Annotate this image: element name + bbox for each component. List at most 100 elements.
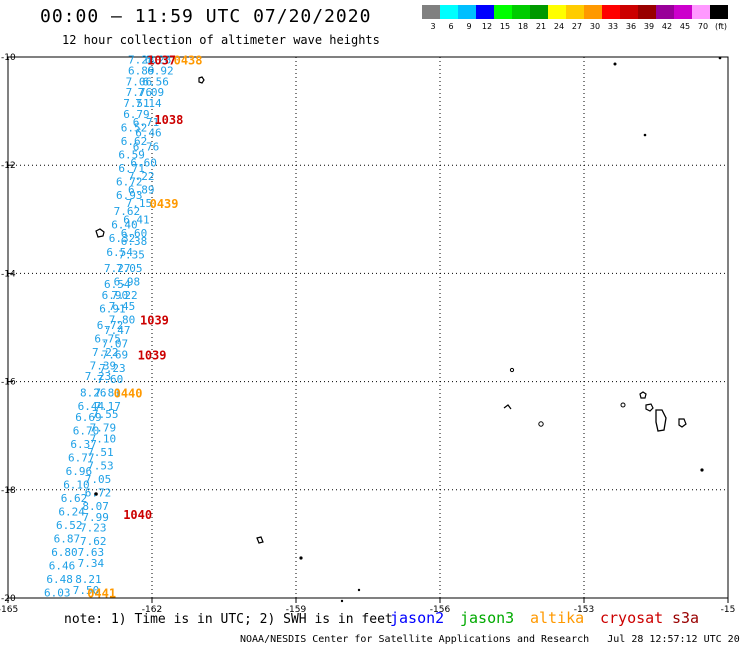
swh-value: 7.45	[109, 300, 136, 313]
swh-value: 6.59	[118, 148, 144, 161]
grid-lines	[8, 57, 728, 598]
colorbar-label: 45	[679, 22, 691, 31]
credit-text: NOAA/NESDIS Center for Satellite Applica…	[240, 634, 590, 645]
swh-value: 7.15	[126, 197, 153, 210]
swh-value: 6.44	[78, 400, 105, 413]
colorbar-label: 33	[607, 22, 619, 31]
colorbar-label: 12	[481, 22, 493, 31]
satellite-label-cryosat: cryosat	[600, 609, 664, 627]
swh-value: 7.23	[99, 362, 126, 375]
swh-value: 7.17	[94, 400, 121, 413]
swh-value: 6.03	[44, 587, 71, 600]
swh-value: 7.06	[126, 75, 153, 88]
chart-subtitle: 12 hour collection of altimeter wave hei…	[62, 33, 380, 47]
x-tick-label: -156	[430, 605, 451, 615]
colorbar-label: 27	[571, 22, 583, 31]
island	[645, 403, 654, 412]
colorbar-swatch	[710, 5, 728, 19]
x-tick-label: -159	[286, 605, 307, 615]
island	[613, 62, 617, 66]
y-tick-label: -14	[1, 269, 16, 279]
island	[340, 599, 344, 603]
swh-value: 6.75	[94, 332, 121, 345]
swh-value: 7.35	[118, 248, 144, 261]
colorbar-label: 24	[553, 22, 565, 31]
swh-value: 6.79	[123, 108, 150, 121]
colorbar-label: 36	[625, 22, 637, 31]
island	[639, 391, 647, 399]
plot-frame	[7, 56, 729, 599]
island	[678, 418, 687, 428]
swh-value: 7.14	[135, 97, 162, 110]
swh-value: 6.71	[133, 116, 160, 129]
pass-time-label: 1040	[123, 508, 152, 522]
satellite-label-s3a: s3a	[672, 609, 700, 627]
swh-value: 6.46	[49, 560, 76, 573]
swh-value: 6.52	[56, 519, 83, 532]
swh-value: 7.23	[80, 522, 107, 535]
pass-time-label: 0441	[87, 587, 116, 601]
island	[538, 421, 544, 427]
swh-value: 6.80	[51, 546, 77, 559]
x-tick-label: -162	[142, 605, 162, 615]
swh-value: 7.27	[104, 262, 131, 275]
swh-value: 7.05	[116, 262, 143, 275]
island	[256, 536, 264, 544]
swh-value: 7.79	[90, 422, 117, 435]
chart-title: 00:00 – 11:59 UTC 07/20/2020	[40, 6, 372, 27]
swh-value: 6.62	[61, 492, 88, 505]
swh-value: 6.89	[128, 184, 155, 197]
y-tick-label: -10	[1, 53, 16, 63]
swh-value: 6.89	[128, 65, 155, 78]
swh-value: 6.28	[145, 54, 172, 67]
swh-value: 6.37	[70, 438, 97, 451]
colorbar-swatch	[458, 5, 476, 19]
colorbar-label: 30	[589, 22, 601, 31]
colorbar-label: 70	[697, 22, 709, 31]
swh-value: 6.92	[147, 65, 174, 78]
satellite-label-altika: altika	[530, 609, 585, 627]
swh-value: 8.21	[75, 573, 102, 586]
swh-value: 7.53	[87, 459, 114, 472]
colorbar-label: 21	[535, 22, 547, 31]
swh-value: 7.05	[85, 473, 112, 486]
swh-value: 6.96	[66, 465, 93, 478]
swh-value: 6.60	[121, 227, 148, 240]
swh-value: 7.51	[123, 97, 150, 110]
swh-value: 6.56	[142, 75, 169, 88]
swh-value: 6.54	[104, 278, 131, 291]
swh-value: 6.10	[63, 478, 89, 491]
swh-labels: 7.286.286.896.927.066.567.767.097.517.14…	[44, 54, 174, 600]
island	[718, 56, 722, 60]
island	[655, 409, 667, 432]
swh-value: 7.22	[128, 170, 155, 183]
swh-value: 6.62	[121, 135, 148, 148]
island	[620, 402, 626, 408]
swh-value: 7.09	[138, 86, 165, 99]
colorbar-swatch	[620, 5, 638, 19]
colorbar-swatch	[638, 5, 656, 19]
swh-value: 8.26	[80, 386, 107, 399]
swh-value: 6.98	[114, 276, 141, 289]
swh-value: 7.80	[109, 313, 136, 326]
colorbar-label: 39	[643, 22, 655, 31]
island	[299, 556, 303, 560]
swh-value: 7.63	[78, 546, 105, 559]
swh-value: 7.28	[128, 54, 155, 67]
swh-value: 6.48	[46, 573, 73, 586]
swh-value: 7.10	[90, 432, 117, 445]
swh-value: 6.72	[116, 175, 143, 188]
swh-value: 6.40	[111, 219, 138, 232]
swh-value: 7.39	[90, 359, 117, 372]
swh-value: 6.91	[99, 303, 126, 316]
pass-time-label: 0438	[174, 54, 203, 68]
footer-note: note: 1) Time is in UTC; 2) SWH is in fe…	[64, 612, 393, 627]
x-tick-label: -165	[0, 605, 18, 615]
colorbar-label: 42	[661, 22, 673, 31]
colorbar-swatch	[422, 5, 440, 19]
island	[643, 133, 647, 137]
swh-value: 6.60	[130, 156, 157, 169]
swh-value: 6.69	[75, 411, 102, 424]
island	[700, 468, 704, 472]
colorbar-swatch	[440, 5, 458, 19]
